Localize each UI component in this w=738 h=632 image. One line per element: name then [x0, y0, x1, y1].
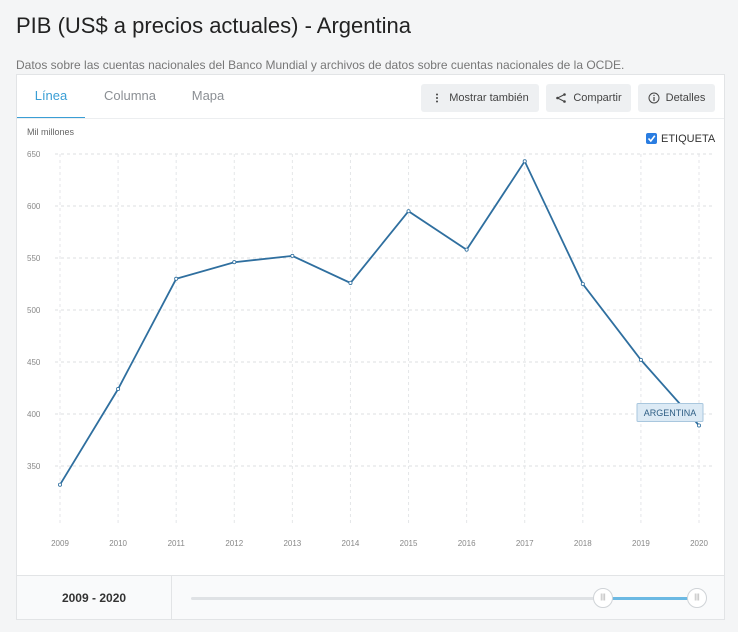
legend-toggle-label: ETIQUETA — [661, 133, 716, 145]
check-icon — [647, 135, 656, 143]
tab-columna[interactable]: Columna — [103, 88, 157, 103]
range-selection — [604, 597, 698, 600]
y-tick-label: 600 — [27, 202, 41, 211]
x-tick-label: 2014 — [342, 539, 360, 548]
x-tick-label: 2011 — [168, 539, 186, 548]
details-label: Detalles — [665, 92, 706, 104]
line-chart: Mil millones ETIQUETA 350 400 450 500 550 600… — [27, 127, 716, 548]
range-start: 2009 — [61, 591, 89, 605]
y-tick-label: 550 — [27, 254, 41, 263]
share-label: Compartir — [573, 92, 622, 104]
range-handle-end[interactable]: ||| — [687, 588, 707, 608]
data-point[interactable] — [580, 281, 585, 286]
more-vertical-icon — [436, 93, 439, 103]
y-tick-label: 350 — [27, 462, 41, 471]
legend-toggle[interactable]: ETIQUETA — [646, 133, 716, 145]
data-point[interactable] — [464, 247, 469, 252]
data-point[interactable] — [58, 482, 63, 487]
y-tick-label: 650 — [27, 150, 41, 159]
x-axis: 2009 2010 2011 2012 2013 2014 2015 2016 2017 2018… — [51, 539, 708, 548]
data-point[interactable] — [116, 387, 121, 392]
range-handle-start[interactable]: ||| — [593, 588, 613, 608]
data-point[interactable] — [406, 209, 411, 214]
tabs-divider — [17, 118, 724, 119]
range-end: 2020 — [99, 591, 127, 605]
x-tick-label: 2019 — [632, 539, 650, 548]
chart-card: Línea Columna Mapa Mostrar también Compa… — [16, 74, 725, 620]
range-separator: - — [92, 591, 96, 605]
x-tick-label: 2015 — [400, 539, 418, 548]
data-point[interactable] — [638, 357, 643, 362]
range-bar: 2009 - 2020 ||| ||| — [17, 575, 724, 620]
data-point[interactable] — [697, 423, 702, 428]
x-tick-label: 2010 — [109, 539, 127, 548]
y-axis: 350 400 450 500 550 600 650 — [27, 150, 41, 471]
grid — [55, 153, 714, 526]
series-line-argentina — [59, 159, 700, 486]
series-label: ARGENTINA — [636, 402, 704, 422]
range-track — [191, 597, 701, 600]
series-label-text: ARGENTINA — [644, 408, 697, 418]
show-also-button[interactable]: Mostrar también — [421, 84, 539, 112]
y-tick-label: 500 — [27, 306, 41, 315]
series-points — [58, 159, 702, 487]
data-point[interactable] — [522, 159, 527, 164]
share-icon — [556, 93, 567, 103]
page-title: PIB (US$ a precios actuales) - Argentina — [16, 13, 411, 38]
tab-linea[interactable]: Línea — [17, 75, 85, 119]
page-subtitle: Datos sobre las cuentas nacionales del B… — [16, 58, 625, 72]
x-tick-label: 2016 — [458, 539, 476, 548]
data-point[interactable] — [174, 276, 179, 281]
x-tick-label: 2020 — [690, 539, 708, 548]
x-tick-label: 2012 — [225, 539, 243, 548]
share-button[interactable]: Compartir — [546, 84, 631, 112]
range-label: 2009 - 2020 — [17, 576, 172, 620]
series-label-box — [636, 402, 704, 422]
checkbox-icon[interactable] — [646, 133, 657, 144]
data-point[interactable] — [348, 280, 353, 285]
show-also-label: Mostrar también — [449, 92, 529, 104]
details-button[interactable]: Detalles — [638, 84, 715, 112]
y-tick-label: 450 — [27, 358, 41, 367]
x-tick-label: 2009 — [51, 539, 69, 548]
info-icon — [648, 92, 660, 104]
data-point[interactable] — [232, 260, 237, 265]
x-tick-label: 2018 — [574, 539, 592, 548]
y-tick-label: 400 — [27, 410, 41, 419]
x-tick-label: 2017 — [516, 539, 534, 548]
data-point[interactable] — [290, 253, 295, 258]
tab-mapa[interactable]: Mapa — [191, 88, 225, 103]
x-tick-label: 2013 — [283, 539, 301, 548]
y-axis-label: Mil millones — [27, 127, 75, 137]
